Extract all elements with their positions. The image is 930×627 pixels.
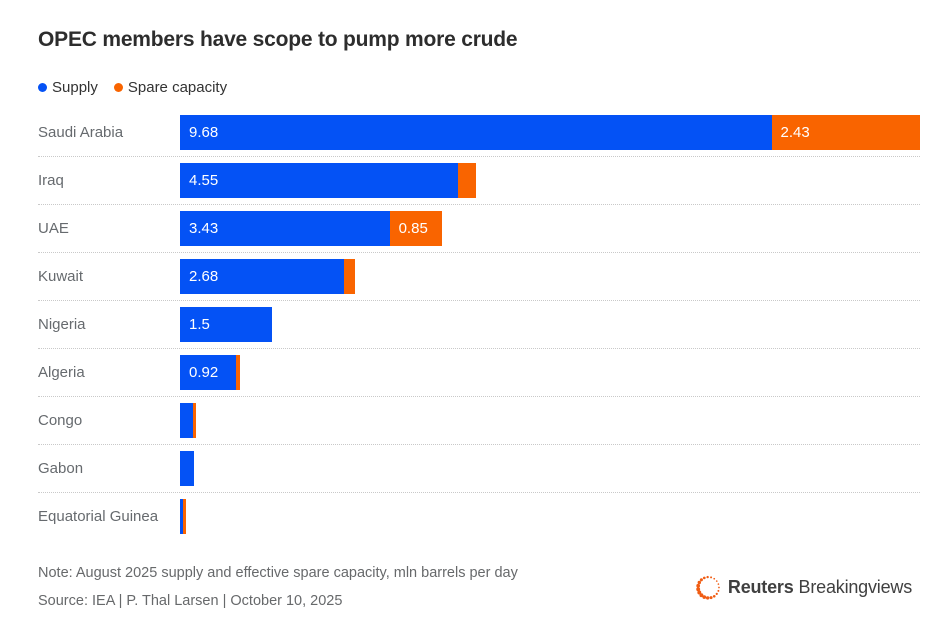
category-label: Iraq [38,172,64,189]
category-label: UAE [38,220,69,237]
bar-value-label: 1.5 [189,316,210,333]
supply-bar-segment: 3.43 [180,211,390,246]
category-label: Algeria [38,364,85,381]
spare-capacity-bar-segment [236,355,240,390]
reuters-breakingviews-logo: Reuters Breakingviews [695,574,912,601]
chart-row: Kuwait 2.68 [38,253,920,301]
category-label: Saudi Arabia [38,124,124,141]
brand-reuters: Reuters [727,576,794,597]
reuters-dotted-circle-icon [696,575,720,600]
bar-value-label: 0.92 [189,364,219,381]
bar-value-label: 0.85 [398,220,428,237]
chart-title: OPEC members have scope to pump more cru… [38,28,518,51]
chart-row: Iraq 4.55 [38,157,920,205]
bar-value-label: 4.55 [189,172,219,189]
chart-row: Congo [38,397,920,445]
spare-capacity-bar-segment [343,259,356,294]
bar-value-label: 3.43 [189,220,219,237]
category-label: Equatorial Guinea [38,508,159,525]
supply-bar-segment [180,403,194,438]
bar-value-label: 2.43 [780,124,810,141]
bar-area: 1.5 [180,307,920,342]
supply-bar-segment [180,451,195,486]
bar-value-label: 2.68 [189,268,219,285]
spare-capacity-bar-segment: 0.85 [389,211,442,246]
stacked-bar-chart: Saudi Arabia 9.68 2.43 Iraq 4.55 UAE 3.43 0.85 K… [38,109,920,540]
legend: Supply Spare capacity [38,79,920,96]
brand-breakingviews: Breakingviews [798,576,913,597]
bar-area: 2.68 [180,259,920,294]
supply-legend-dot-icon [38,83,47,92]
bar-area: 0.92 [180,355,920,390]
chart-row: UAE 3.43 0.85 [38,205,920,253]
category-label: Nigeria [38,316,86,333]
supply-bar-segment [180,499,184,534]
spare-capacity-legend-dot-icon [113,83,123,92]
legend-item-spare-capacity: Spare capacity [113,79,228,96]
chart-row: Algeria 0.92 [38,349,920,397]
bar-area: 9.68 2.43 [180,115,920,150]
supply-bar-segment: 1.5 [180,307,272,342]
bar-area: 4.55 [180,163,920,198]
note-text: Note: August 2025 supply and effective s… [38,565,518,581]
category-label: Congo [38,412,83,429]
legend-label-supply: Supply [52,79,98,96]
chart-row: Nigeria 1.5 [38,301,920,349]
chart-row: Saudi Arabia 9.68 2.43 [38,109,920,157]
supply-bar-segment: 4.55 [180,163,459,198]
bar-area [180,499,920,534]
chart-row: Gabon [38,445,920,493]
chart-row: Equatorial Guinea [38,493,920,540]
supply-bar-segment: 0.92 [180,355,237,390]
footnotes: Note: August 2025 supply and effective s… [38,559,518,615]
chart-footer: Note: August 2025 supply and effective s… [38,559,920,615]
bar-area [180,403,920,438]
legend-item-supply: Supply [38,79,98,96]
legend-label-spare-capacity: Spare capacity [127,79,228,96]
spare-capacity-bar-segment [183,499,187,534]
spare-capacity-bar-segment [458,163,477,198]
bar-area [180,451,920,486]
category-label: Kuwait [38,268,84,285]
source-text: Source: IEA | P. Thal Larsen | October 1… [38,593,343,609]
spare-capacity-bar-segment [193,403,196,438]
bar-area: 3.43 0.85 [180,211,920,246]
supply-bar-segment: 9.68 [180,115,772,150]
supply-bar-segment: 2.68 [180,259,344,294]
spare-capacity-bar-segment: 2.43 [771,115,920,150]
category-label: Gabon [38,460,84,477]
bar-value-label: 9.68 [189,124,219,141]
